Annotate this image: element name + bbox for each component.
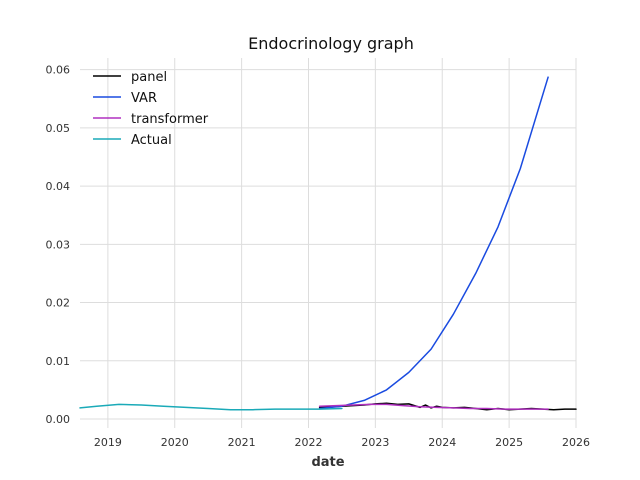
- grid: [80, 58, 577, 428]
- legend-item-actual: Actual: [93, 133, 172, 148]
- legend-label: VAR: [131, 91, 157, 106]
- legend-item-transformer: transformer: [93, 112, 209, 127]
- legend-label: Actual: [131, 133, 172, 148]
- y-tick-label: 0.03: [46, 238, 71, 251]
- x-tick-label: 2020: [161, 436, 189, 449]
- y-tick-label: 0.01: [46, 355, 71, 368]
- series-line-transformer: [318, 403, 549, 410]
- legend-label: panel: [131, 70, 167, 85]
- series-line-actual: [79, 403, 343, 411]
- legend-item-var: VAR: [93, 91, 157, 106]
- y-tick-label: 0.00: [46, 413, 71, 426]
- legend-label: transformer: [131, 112, 209, 127]
- x-tick-label: 2026: [562, 436, 590, 449]
- x-tick-label: 2019: [94, 436, 122, 449]
- y-tick-label: 0.05: [46, 122, 71, 135]
- series-layer: [79, 76, 577, 411]
- y-tick-label: 0.02: [46, 297, 71, 310]
- x-tick-label: 2022: [294, 436, 322, 449]
- chart-title: Endocrinology graph: [248, 34, 414, 53]
- y-tick-label: 0.04: [46, 180, 71, 193]
- y-axis-ticks: 0.00 0.01 0.02 0.03 0.04 0.05 0.06: [46, 64, 71, 426]
- series-line-var: [318, 76, 549, 410]
- x-tick-label: 2023: [361, 436, 389, 449]
- legend: panel VAR transformer Actual: [93, 70, 209, 148]
- x-axis-ticks: 2019 2020 2021 2022 2023 2024 2025 2026: [94, 436, 590, 449]
- y-tick-label: 0.06: [46, 64, 71, 77]
- x-axis-label: date: [311, 455, 344, 470]
- x-tick-label: 2025: [495, 436, 523, 449]
- x-tick-label: 2024: [428, 436, 456, 449]
- legend-item-panel: panel: [93, 70, 167, 85]
- x-tick-label: 2021: [228, 436, 256, 449]
